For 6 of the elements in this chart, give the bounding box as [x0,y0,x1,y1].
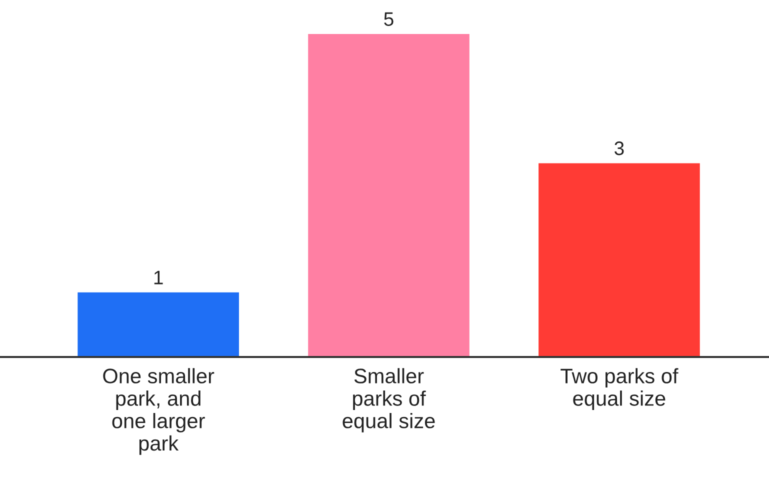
x-tick-label: One smaller park, and one larger park [103,368,214,455]
x-tick-label: Smaller parks of equal size [342,368,435,432]
data-label: 5 [384,12,394,26]
data-label: 1 [154,270,163,284]
x-tick-label: Two parks of equal size [560,368,678,410]
data-label: 3 [614,141,624,156]
